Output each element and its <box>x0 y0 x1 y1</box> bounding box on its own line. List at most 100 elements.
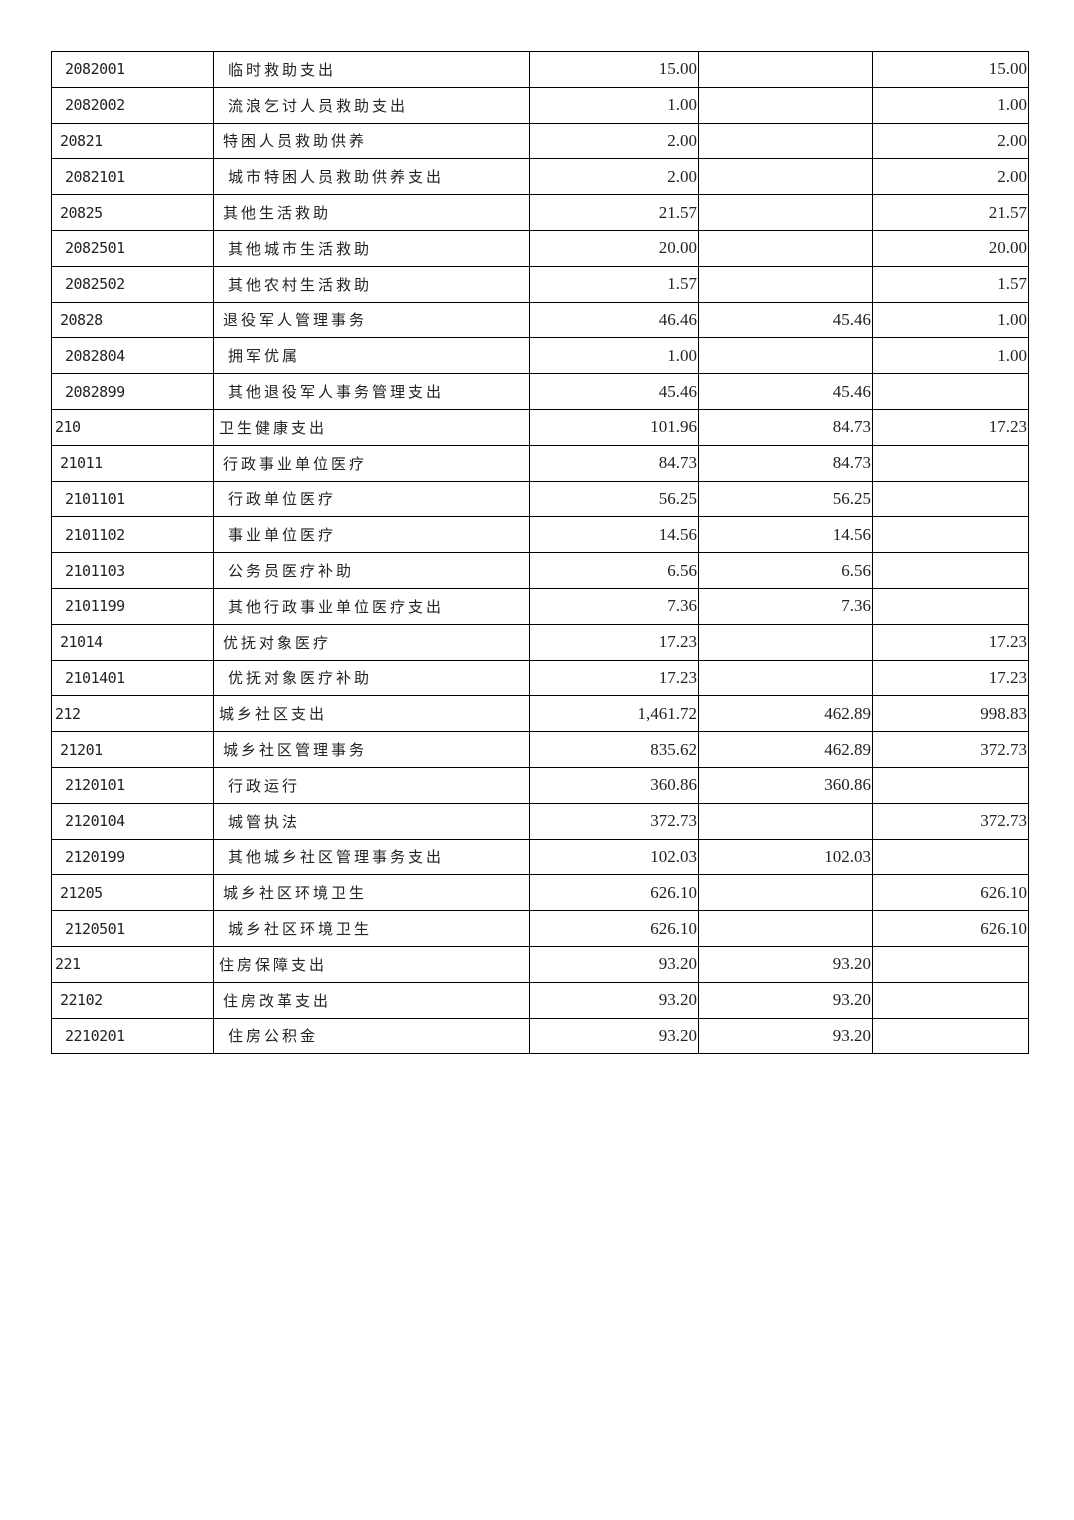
subject-name-cell: 其他农村生活救助 <box>213 265 530 303</box>
total-cell: 20.00 <box>529 229 699 267</box>
subject-name-cell: 行政运行 <box>213 766 530 804</box>
subject-name-cell: 卫生健康支出 <box>213 408 530 446</box>
total-cell: 93.20 <box>529 1017 699 1055</box>
subject-code-cell: 2082899 <box>51 373 214 410</box>
total-cell: 17.23 <box>529 623 699 661</box>
table-row: 2120199 其他城乡社区管理事务支出 102.03 102.03 <box>51 838 1029 876</box>
total-cell: 626.10 <box>529 910 699 947</box>
total-cell: 626.10 <box>529 874 699 912</box>
subject-code-cell: 21205 <box>51 874 214 912</box>
subject-code-cell: 21014 <box>51 623 214 661</box>
subject-code-cell: 221 <box>51 945 214 983</box>
project-expenditure-cell <box>872 838 1029 876</box>
project-expenditure-cell: 15.00 <box>872 51 1029 88</box>
subject-code-cell: 20821 <box>51 122 214 160</box>
project-expenditure-cell <box>872 587 1029 625</box>
subject-name-cell: 流浪乞讨人员救助支出 <box>213 86 530 124</box>
subject-code-cell: 2082101 <box>51 158 214 196</box>
basic-expenditure-cell <box>698 802 873 840</box>
basic-expenditure-cell: 14.56 <box>698 516 873 554</box>
basic-expenditure-cell: 93.20 <box>698 981 873 1019</box>
table-row: 221 住房保障支出 93.20 93.20 <box>51 945 1029 983</box>
table-row: 2210201 住房公积金 93.20 93.20 <box>51 1017 1029 1055</box>
total-cell: 93.20 <box>529 981 699 1019</box>
subject-code-cell: 2082501 <box>51 229 214 267</box>
subject-code-cell: 212 <box>51 695 214 733</box>
subject-name-cell: 优抚对象医疗补助 <box>213 659 530 697</box>
subject-name-cell: 城乡社区支出 <box>213 695 530 733</box>
total-cell: 2.00 <box>529 158 699 196</box>
table-row: 2101102 事业单位医疗 14.56 14.56 <box>51 516 1029 554</box>
table-row: 21011 行政事业单位医疗 84.73 84.73 <box>51 444 1029 482</box>
basic-expenditure-cell: 462.89 <box>698 731 873 768</box>
subject-code-cell: 2101401 <box>51 659 214 697</box>
subject-code-cell: 2082502 <box>51 265 214 303</box>
table-row: 2082002 流浪乞讨人员救助支出 1.00 1.00 <box>51 86 1029 124</box>
subject-code-cell: 2210201 <box>51 1017 214 1055</box>
total-cell: 93.20 <box>529 945 699 983</box>
table-row: 20825 其他生活救助 21.57 21.57 <box>51 194 1029 231</box>
total-cell: 15.00 <box>529 51 699 88</box>
subject-name-cell: 临时救助支出 <box>213 51 530 88</box>
basic-expenditure-cell: 45.46 <box>698 373 873 410</box>
project-expenditure-cell <box>872 516 1029 554</box>
basic-expenditure-cell <box>698 874 873 912</box>
basic-expenditure-cell <box>698 122 873 160</box>
table-row: 21014 优抚对象医疗 17.23 17.23 <box>51 623 1029 661</box>
table-row: 2120104 城管执法 372.73 372.73 <box>51 802 1029 840</box>
basic-expenditure-cell <box>698 158 873 196</box>
project-expenditure-cell <box>872 552 1029 589</box>
total-cell: 1.00 <box>529 337 699 375</box>
table-row: 2082502 其他农村生活救助 1.57 1.57 <box>51 265 1029 303</box>
total-cell: 1.57 <box>529 265 699 303</box>
basic-expenditure-cell: 45.46 <box>698 301 873 339</box>
subject-code-cell: 210 <box>51 408 214 446</box>
subject-name-cell: 城乡社区管理事务 <box>213 731 530 768</box>
table-row: 20828 退役军人管理事务 46.46 45.46 1.00 <box>51 301 1029 339</box>
project-expenditure-cell: 626.10 <box>872 910 1029 947</box>
table-row: 2101199 其他行政事业单位医疗支出 7.36 7.36 <box>51 587 1029 625</box>
basic-expenditure-cell: 56.25 <box>698 480 873 518</box>
subject-name-cell: 住房保障支出 <box>213 945 530 983</box>
project-expenditure-cell: 2.00 <box>872 122 1029 160</box>
table-row: 2082899 其他退役军人事务管理支出 45.46 45.46 <box>51 373 1029 410</box>
subject-name-cell: 城管执法 <box>213 802 530 840</box>
subject-name-cell: 其他行政事业单位医疗支出 <box>213 587 530 625</box>
project-expenditure-cell <box>872 444 1029 482</box>
total-cell: 45.46 <box>529 373 699 410</box>
project-expenditure-cell: 17.23 <box>872 408 1029 446</box>
subject-name-cell: 退役军人管理事务 <box>213 301 530 339</box>
basic-expenditure-cell <box>698 910 873 947</box>
project-expenditure-cell: 17.23 <box>872 623 1029 661</box>
subject-name-cell: 公务员医疗补助 <box>213 552 530 589</box>
basic-expenditure-cell: 93.20 <box>698 1017 873 1055</box>
total-cell: 835.62 <box>529 731 699 768</box>
basic-expenditure-cell <box>698 623 873 661</box>
total-cell: 46.46 <box>529 301 699 339</box>
total-cell: 2.00 <box>529 122 699 160</box>
basic-expenditure-cell: 360.86 <box>698 766 873 804</box>
subject-name-cell: 行政事业单位医疗 <box>213 444 530 482</box>
basic-expenditure-cell: 7.36 <box>698 587 873 625</box>
expenditure-table: 2082001 临时救助支出 15.00 15.00 2082002 流浪乞讨人员救助支出… <box>51 51 1029 1055</box>
total-cell: 17.23 <box>529 659 699 697</box>
table-row: 21201 城乡社区管理事务 835.62 462.89 372.73 <box>51 731 1029 768</box>
project-expenditure-cell: 1.00 <box>872 301 1029 339</box>
subject-code-cell: 2120104 <box>51 802 214 840</box>
subject-code-cell: 2120501 <box>51 910 214 947</box>
subject-code-cell: 2120199 <box>51 838 214 876</box>
subject-name-cell: 其他退役军人事务管理支出 <box>213 373 530 410</box>
project-expenditure-cell: 2.00 <box>872 158 1029 196</box>
subject-name-cell: 城乡社区环境卫生 <box>213 874 530 912</box>
project-expenditure-cell: 20.00 <box>872 229 1029 267</box>
total-cell: 56.25 <box>529 480 699 518</box>
subject-name-cell: 特困人员救助供养 <box>213 122 530 160</box>
project-expenditure-cell: 1.00 <box>872 337 1029 375</box>
total-cell: 102.03 <box>529 838 699 876</box>
basic-expenditure-cell <box>698 659 873 697</box>
project-expenditure-cell: 998.83 <box>872 695 1029 733</box>
basic-expenditure-cell: 6.56 <box>698 552 873 589</box>
subject-name-cell: 城乡社区环境卫生 <box>213 910 530 947</box>
table-row: 21205 城乡社区环境卫生 626.10 626.10 <box>51 874 1029 912</box>
total-cell: 84.73 <box>529 444 699 482</box>
